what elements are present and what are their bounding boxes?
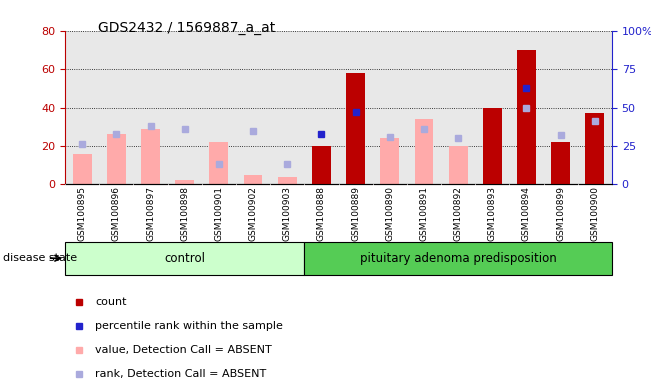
Text: value, Detection Call = ABSENT: value, Detection Call = ABSENT [95, 345, 272, 355]
Bar [73, 154, 92, 184]
Bar [107, 134, 126, 184]
Bar [517, 50, 536, 184]
Text: rank, Detection Call = ABSENT: rank, Detection Call = ABSENT [95, 369, 266, 379]
Bar [312, 146, 331, 184]
Bar [243, 175, 262, 184]
Bar [483, 108, 502, 184]
Text: percentile rank within the sample: percentile rank within the sample [95, 321, 283, 331]
Bar [210, 142, 229, 184]
Bar [449, 146, 467, 184]
Bar [346, 136, 365, 184]
Bar [483, 148, 502, 184]
Bar [278, 177, 297, 184]
Bar [175, 180, 194, 184]
Bar [551, 142, 570, 184]
Bar [380, 138, 399, 184]
Bar [304, 242, 612, 275]
Text: pituitary adenoma predisposition: pituitary adenoma predisposition [360, 252, 557, 265]
Bar [585, 113, 604, 184]
Text: control: control [164, 252, 205, 265]
Bar [415, 119, 434, 184]
Text: count: count [95, 297, 127, 307]
Bar [346, 73, 365, 184]
Bar [65, 242, 304, 275]
Text: GDS2432 / 1569887_a_at: GDS2432 / 1569887_a_at [98, 21, 275, 35]
Bar [551, 142, 570, 184]
Text: disease state: disease state [3, 253, 77, 263]
Bar [141, 129, 160, 184]
